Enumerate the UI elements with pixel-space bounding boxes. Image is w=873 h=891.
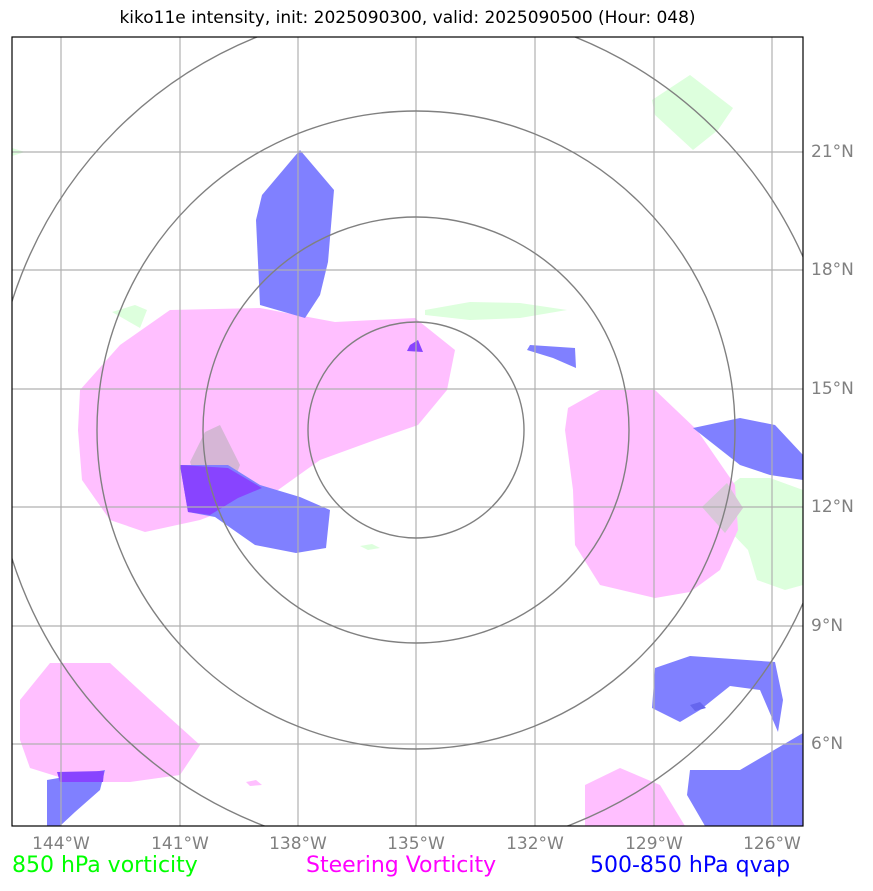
legend-vorticity-850: 850 hPa vorticity	[12, 853, 198, 878]
range-rings	[12, 37, 803, 826]
lon-label-132w: 132°W	[506, 834, 564, 854]
overlap-dark-west	[180, 465, 262, 515]
qvap-patch-se2	[687, 733, 803, 826]
chart-title: kiko11e intensity, init: 2025090300, val…	[119, 8, 696, 28]
lat-label-15n: 15°N	[811, 379, 854, 399]
lon-label-144w: 144°W	[32, 834, 90, 854]
qvap-patch-north	[256, 150, 334, 318]
overlap-layer	[57, 340, 706, 782]
lat-label-12n: 12°N	[811, 497, 854, 517]
lat-label-9n: 9°N	[811, 616, 844, 636]
qvap-patch-se	[652, 656, 783, 732]
steering-patch-main	[78, 308, 455, 532]
range-ring-1	[307, 321, 525, 539]
overlap-dark-sw	[57, 771, 104, 782]
range-ring-3	[96, 110, 736, 750]
vort850-patch-tiny	[360, 544, 380, 550]
lon-label-129w: 129°W	[625, 834, 683, 854]
qvap-patch-small	[527, 345, 576, 368]
map-layers	[12, 37, 803, 826]
lat-label-21n: 21°N	[811, 142, 854, 162]
lon-label-141w: 141°W	[151, 834, 209, 854]
legend-qvap: 500-850 hPa qvap	[590, 853, 791, 878]
overlap-dark-se	[690, 702, 706, 711]
lat-label-6n: 6°N	[811, 734, 844, 754]
steering-patch-south	[585, 768, 685, 826]
overlap-patch-east	[702, 483, 743, 533]
map-frame	[11, 36, 804, 827]
lon-label-135w: 135°W	[387, 834, 445, 854]
lon-label-126w: 126°W	[743, 834, 801, 854]
lon-label-138w: 138°W	[269, 834, 327, 854]
steering-patch-east	[565, 390, 738, 598]
overlap-dark-center	[407, 340, 423, 352]
vort850-patch-center	[425, 302, 567, 320]
vort850-patch-ne	[652, 75, 733, 150]
steering-patch-tiny	[246, 780, 262, 786]
lat-label-18n: 18°N	[811, 260, 854, 280]
lat-lon-grid	[12, 37, 803, 826]
legend-steering-vorticity: Steering Vorticity	[306, 853, 497, 878]
qvap-patch-east-arm	[693, 418, 803, 480]
range-ring-2	[202, 216, 630, 644]
